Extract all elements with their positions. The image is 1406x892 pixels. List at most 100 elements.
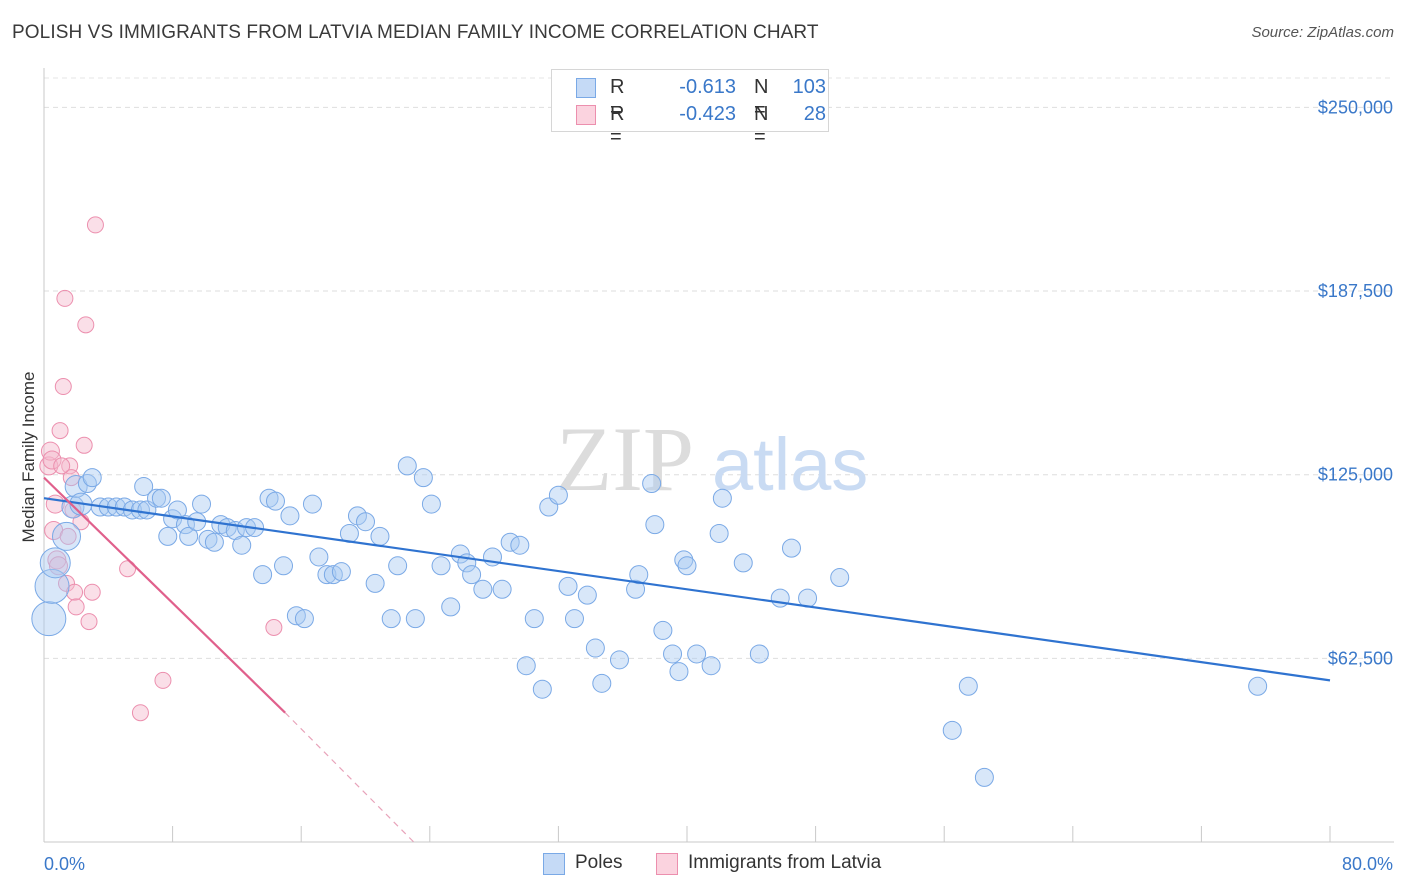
latvia-point (265, 618, 283, 636)
poles-point (626, 579, 646, 599)
poles-point (381, 609, 401, 629)
poles-point (294, 609, 314, 629)
poles-point (674, 550, 694, 570)
poles-point (733, 553, 753, 573)
poles-point (532, 679, 552, 699)
latvia-point (62, 469, 80, 487)
poles-point (151, 488, 171, 508)
poles-point (974, 767, 994, 787)
poles-point (958, 676, 978, 696)
legend-n-value: 103 (792, 76, 826, 98)
latvia-swatch (656, 853, 678, 875)
poles-point (167, 500, 187, 520)
poles-point (577, 585, 597, 605)
poles-point (830, 568, 850, 588)
latvia-point (48, 556, 68, 576)
latvia-trend-line (43, 476, 286, 714)
latvia-point (56, 289, 74, 307)
latvia-point (80, 613, 98, 631)
poles-point (134, 476, 154, 496)
poles-point (592, 673, 612, 693)
poles-point (462, 565, 482, 585)
poles-point (431, 556, 451, 576)
poles-point (781, 538, 801, 558)
poles-point (388, 556, 408, 576)
poles-label: Poles (575, 852, 623, 873)
poles-point (397, 456, 417, 476)
poles-point (309, 547, 329, 567)
poles-point (653, 620, 673, 640)
latvia-point (154, 671, 172, 689)
poles-point (749, 644, 769, 664)
poles-point (34, 568, 70, 604)
legend-swatch-poles (576, 78, 596, 98)
y-tick-label: $250,000 (1318, 97, 1393, 117)
poles-point (147, 488, 167, 508)
latvia-point (77, 316, 95, 334)
poles-point (609, 650, 629, 670)
poles-point (421, 494, 441, 514)
poles-point (663, 644, 683, 664)
poles-point (82, 468, 102, 488)
correlation-legend: R = -0.613 N = 103 R = -0.423 N = 28 (551, 69, 829, 148)
latvia-point (83, 583, 101, 601)
poles-point (709, 523, 729, 543)
latvia-point (131, 704, 149, 722)
poles-point (265, 491, 285, 511)
poles-point (64, 474, 88, 498)
poles-point (413, 468, 433, 488)
poles-point (558, 576, 578, 596)
latvia-point (59, 527, 77, 545)
latvia-point (66, 583, 84, 601)
watermark-atlas: atlas (712, 423, 868, 506)
poles-point (712, 488, 732, 508)
poles-point (317, 565, 337, 585)
y-tick-label: $187,500 (1318, 281, 1393, 301)
poles-point (564, 609, 584, 629)
legend-r-value: -0.423 (679, 103, 736, 125)
poles-point (645, 515, 665, 535)
legend-n-value: 28 (803, 103, 826, 125)
latvia-point (45, 494, 65, 514)
trend-lines (43, 476, 1331, 843)
poles-point (232, 535, 252, 555)
legend-r-label: R = (610, 76, 625, 121)
poles-point (175, 515, 195, 535)
watermark: ZIP atlas (556, 408, 868, 510)
poles-swatch (543, 853, 565, 875)
poles-point (942, 720, 962, 740)
poles-point (179, 526, 199, 546)
chart-title: POLISH VS IMMIGRANTS FROM LATVIA MEDIAN … (12, 22, 819, 43)
x-tick-label: 0.0% (44, 854, 85, 874)
axis-labels: $62,500 $125,000 $187,500 $250,000 0.0% 80.0%… (19, 97, 1393, 874)
poles-point (669, 662, 689, 682)
poles-point (280, 506, 300, 526)
poles-point (204, 532, 224, 552)
legend-r-value: -0.613 (679, 76, 736, 98)
latvia-point (53, 457, 71, 475)
poles-point (370, 526, 390, 546)
poles-point (524, 609, 544, 629)
poles-point (687, 644, 707, 664)
poles-point (548, 485, 568, 505)
y-tick-label: $125,000 (1318, 465, 1393, 485)
poles-point (302, 494, 322, 514)
latvia-point (51, 422, 69, 440)
poles-point (642, 474, 662, 494)
source-credit: Source: ZipAtlas.com (1251, 24, 1394, 41)
latvia-point (54, 378, 72, 396)
poles-point (253, 565, 273, 585)
latvia-point (86, 216, 104, 234)
series-legend: Poles Immigrants from Latvia (0, 852, 1406, 878)
legend-swatch-latvia (576, 105, 596, 125)
poles-point (274, 556, 294, 576)
y-tick-label: $62,500 (1328, 648, 1393, 668)
latvia-trend-extension (284, 712, 415, 843)
y-axis-title: Median Family Income (19, 371, 38, 542)
poles-point (39, 547, 71, 579)
latvia-point (39, 456, 59, 476)
poles-point (585, 638, 605, 658)
poles-point (52, 521, 82, 551)
watermark-zip: ZIP (556, 408, 694, 510)
poles-point (701, 656, 721, 676)
